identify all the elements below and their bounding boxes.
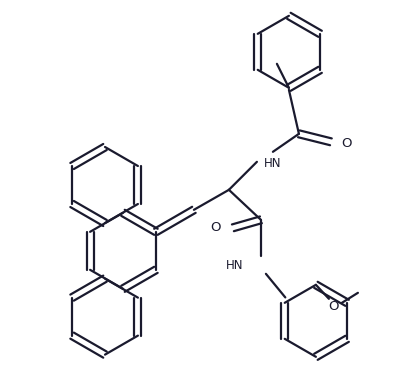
Text: HN: HN <box>264 157 281 170</box>
Text: O: O <box>341 137 352 150</box>
Text: O: O <box>329 300 339 313</box>
Text: O: O <box>211 221 221 234</box>
Text: HN: HN <box>226 259 243 272</box>
